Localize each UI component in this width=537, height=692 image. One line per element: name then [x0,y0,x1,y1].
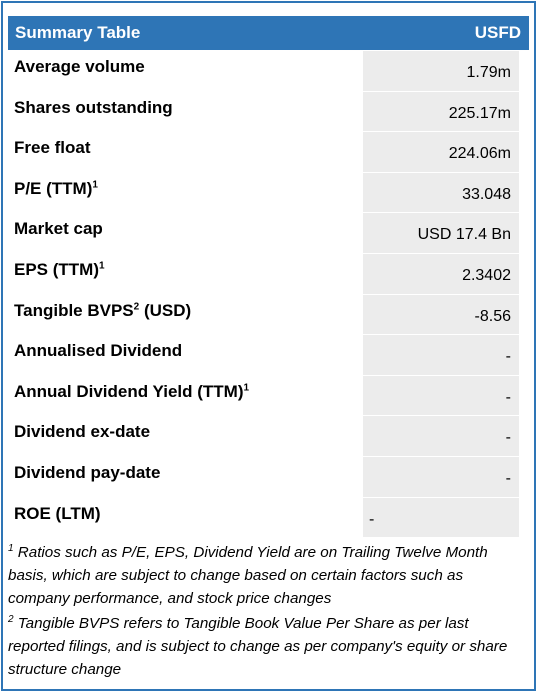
row-label: Dividend ex-date [14,422,151,442]
footnote-text: Tangible BVPS refers to Tangible Book Va… [8,615,508,678]
row-label: Market cap [14,219,103,239]
row-value: - [363,335,519,375]
table-row: Average volume 1.79m [8,51,529,92]
table-title: Summary Table [15,23,141,42]
table-row: Dividend pay-date - [8,456,529,498]
row-value: 224.06m [363,132,519,172]
row-label: P/E (TTM)1 [14,178,98,198]
table-row: P/E (TTM)1 33.048 [8,172,529,214]
table-header: Summary Table USFD [8,16,529,50]
row-label: Shares outstanding [14,97,173,117]
footnote-1: 1 Ratios such as P/E, EPS, Dividend Yiel… [8,541,528,610]
row-label: Dividend pay-date [14,462,161,482]
table-row: Annual Dividend Yield (TTM)1 - [8,375,529,417]
ticker-label: USFD [474,23,521,42]
row-value: USD 17.4 Bn [363,213,519,253]
row-label: ROE (LTM) [14,503,101,523]
table-row: Shares outstanding 225.17m [8,91,529,133]
row-label: Annualised Dividend [14,341,183,361]
table-row: EPS (TTM)1 2.3402 [8,253,529,295]
row-value: -8.56 [363,294,519,335]
footnote-marker: 2 [8,613,14,625]
footnote-2: 2 Tangible BVPS refers to Tangible Book … [8,612,528,681]
table-row: Annualised Dividend - [8,335,529,376]
row-label: Average volume [14,57,145,76]
table-row: Market cap USD 17.4 Bn [8,213,529,254]
table-row: Dividend ex-date - [8,416,529,457]
row-value: 33.048 [363,172,519,213]
row-label: Free float [14,138,91,158]
table-row: Tangible BVPS2 (USD) -8.56 [8,294,529,336]
row-value: 2.3402 [363,253,519,294]
row-value: - [363,416,519,456]
row-value: - [363,456,519,497]
footnotes: 1 Ratios such as P/E, EPS, Dividend Yiel… [8,541,528,683]
row-label: Tangible BVPS2 (USD) [14,300,192,320]
table-row: ROE (LTM) - [8,497,529,539]
row-value: 1.79m [363,51,519,91]
summary-table: Summary Table USFD Average volume 1.79m … [8,16,529,539]
row-value: - [363,375,519,416]
footnote-text: Ratios such as P/E, EPS, Dividend Yield … [8,544,488,607]
table-body: Average volume 1.79m Shares outstanding … [8,51,529,539]
row-value: 225.17m [363,91,519,132]
row-label: Annual Dividend Yield (TTM)1 [14,381,250,401]
table-row: Free float 224.06m [8,132,529,173]
row-label: EPS (TTM)1 [14,259,105,279]
row-value: - [363,497,519,538]
footnote-marker: 1 [8,542,14,554]
